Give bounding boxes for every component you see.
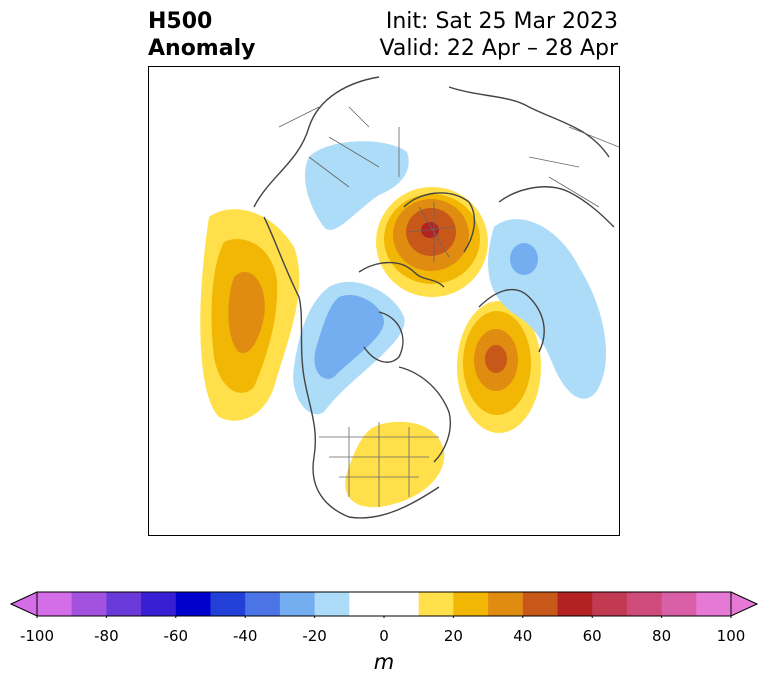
colorbar-bin (349, 592, 420, 616)
map-subtitle: Init: Sat 25 Mar 2023 Valid: 22 Apr – 28… (380, 8, 619, 62)
colorbar-tick-label: -80 (94, 627, 119, 645)
colorbar-tick-label: -40 (232, 627, 258, 645)
colorbar-tick-label: 60 (582, 627, 602, 645)
colorbar-tick-label: 80 (652, 627, 672, 645)
colorbar-bin (71, 592, 107, 616)
colorbar-bin (245, 592, 281, 616)
colorbar-unit-label: m (373, 650, 395, 674)
positive-anomaly-east-pacific (200, 209, 300, 421)
colorbar-tick-label: 100 (716, 627, 746, 645)
title-variable: H500 (148, 9, 213, 34)
colorbar-bin (175, 592, 211, 616)
colorbar-bin (626, 592, 663, 616)
colorbar-bin (418, 592, 454, 616)
colorbar-extend-high (730, 591, 759, 617)
colorbar-bin (453, 592, 489, 616)
colorbar-tick-label: -100 (19, 627, 55, 645)
positive-anomaly-greenland-atlantic (457, 301, 541, 433)
colorbar-tick-label: -60 (163, 627, 189, 645)
colorbar-bin (592, 592, 628, 616)
positive-anomaly-north-europe (376, 187, 488, 297)
init-time: Init: Sat 25 Mar 2023 (385, 9, 618, 34)
colorbar-bin (37, 592, 73, 616)
negative-anomaly-canada (293, 281, 405, 415)
colorbar-bin (696, 592, 732, 616)
anomaly-map (148, 66, 620, 536)
colorbar-bin (661, 592, 697, 616)
positive-anomaly-central-us (345, 421, 445, 508)
colorbar-bin (557, 592, 593, 616)
valid-period: Valid: 22 Apr – 28 Apr (379, 36, 619, 61)
colorbar-bin (141, 592, 177, 616)
negative-anomaly-central-asia (488, 219, 607, 399)
map-title: H500 Anomaly (148, 8, 255, 62)
colorbar-tick-label: 20 (443, 627, 463, 645)
negative-anomaly-siberia (304, 141, 409, 230)
colorbar-graphic (9, 591, 759, 620)
colorbar-tick-label: 0 (379, 627, 389, 645)
colorbar-bin (488, 592, 524, 616)
coastlines (253, 76, 615, 519)
colorbar-tick-label: 40 (513, 627, 533, 645)
map-canvas (200, 76, 619, 519)
colorbar-bin (210, 592, 246, 616)
colorbar-bin (279, 592, 316, 616)
colorbar-bin (106, 592, 142, 616)
colorbar-tick-label: -20 (302, 627, 327, 645)
colorbar-bin (522, 592, 558, 616)
title-field: Anomaly (148, 36, 256, 61)
colorbar-extend-low (9, 591, 38, 617)
colorbar-bin (314, 592, 350, 616)
borders (278, 106, 619, 507)
colorbar (9, 590, 759, 620)
